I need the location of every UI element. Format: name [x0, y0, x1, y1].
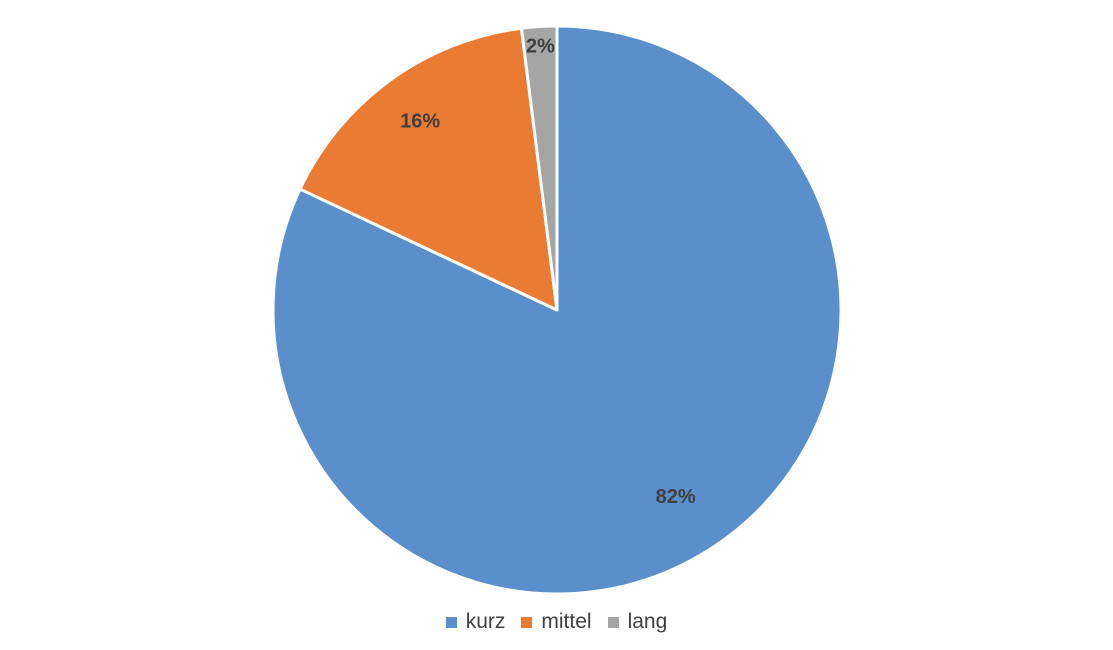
legend-label-mittel: mittel: [541, 610, 592, 633]
legend-item-kurz: kurz: [445, 610, 506, 634]
legend-label-lang: lang: [627, 610, 668, 633]
legend-swatch-lang: [607, 616, 619, 628]
legend-item-mittel: mittel: [521, 610, 592, 634]
data-label-kurz: 82%: [656, 486, 696, 508]
legend-swatch-mittel: [521, 616, 533, 628]
chart-legend: kurz mittel lang: [0, 610, 1113, 634]
data-label-mittel: 16%: [400, 111, 440, 133]
legend-swatch-kurz: [445, 616, 457, 628]
legend-item-lang: lang: [607, 610, 668, 634]
pie-slice-lang: [519, 24, 559, 312]
pie-slice-mittel: [298, 26, 559, 312]
legend-label-kurz: kurz: [465, 610, 506, 633]
data-label-lang: 2%: [526, 35, 555, 57]
